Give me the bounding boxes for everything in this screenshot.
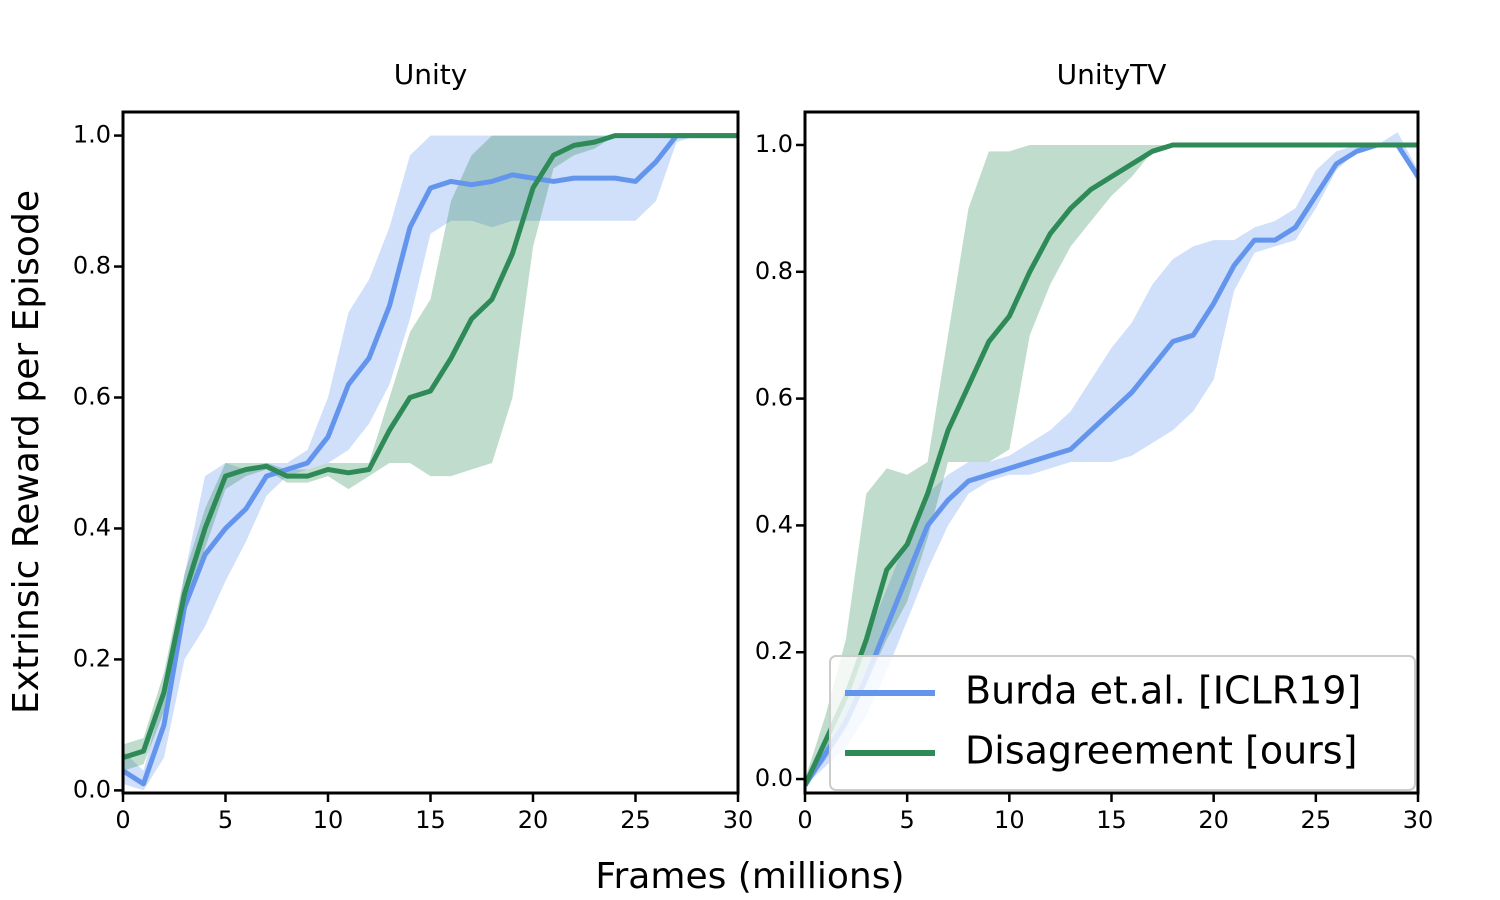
axes-frame <box>121 110 740 795</box>
x-tick-label: 25 <box>620 806 651 834</box>
legend-frame <box>829 655 1416 791</box>
y-tick-label: 0.6 <box>73 382 111 410</box>
y-tick-label: 0.8 <box>73 252 111 280</box>
confidence-band <box>123 135 738 771</box>
subplot-title: Unity <box>394 58 468 91</box>
x-tick-label: 20 <box>1198 806 1229 834</box>
y-tick-label: 0.2 <box>755 637 793 665</box>
y-tick-label: 0.0 <box>755 764 793 792</box>
legend-label: Burda et.al. [ICLR19] <box>965 669 1361 713</box>
subplot: UnityTV 0.0 0.2 0.4 0.6 0.8 1.0 0 5 10 15 20 25 30 Bur… <box>755 58 1433 834</box>
y-tick-label: 0.4 <box>755 510 793 538</box>
y-axis-label: Extrinsic Reward per Episode <box>6 190 47 714</box>
x-tick-label: 25 <box>1301 806 1332 834</box>
x-tick-label: 30 <box>1403 806 1434 834</box>
x-tick-label: 15 <box>1096 806 1127 834</box>
y-tick-label: 0.4 <box>73 513 111 541</box>
subplot: Unity 0.0 0.2 0.4 0.6 0.8 1.0 0 5 10 15 20 25 30 <box>73 58 753 834</box>
y-tick-label: 0.8 <box>755 257 793 285</box>
y-tick-label: 1.0 <box>755 130 793 158</box>
x-axis-label: Frames (millions) <box>595 856 904 897</box>
series-line <box>123 133 738 787</box>
confidence-band <box>805 132 1418 786</box>
x-tick-label: 0 <box>115 806 130 834</box>
y-tick-label: 0.6 <box>755 384 793 412</box>
plot-area <box>123 133 738 791</box>
axes-frame <box>803 110 1420 795</box>
y-tick-label: 0.2 <box>73 644 111 672</box>
series-line <box>805 142 1418 787</box>
legend: Burda et.al. [ICLR19] Disagreement [ours] <box>829 655 1416 791</box>
x-tick-label: 5 <box>900 806 915 834</box>
legend-label: Disagreement [ours] <box>965 729 1357 773</box>
x-tick-label: 0 <box>797 806 812 834</box>
x-tick-label: 15 <box>415 806 446 834</box>
series-line <box>123 133 738 761</box>
x-tick-label: 10 <box>994 806 1025 834</box>
plot-area <box>805 132 1418 787</box>
series-line <box>805 142 1418 787</box>
x-tick-label: 20 <box>518 806 549 834</box>
x-tick-label: 30 <box>723 806 754 834</box>
y-tick-label: 0.0 <box>73 775 111 803</box>
y-tick-label: 1.0 <box>73 121 111 149</box>
x-tick-label: 5 <box>218 806 233 834</box>
x-tick-label: 10 <box>313 806 344 834</box>
confidence-band <box>805 144 1418 786</box>
subplot-title: UnityTV <box>1057 58 1167 91</box>
